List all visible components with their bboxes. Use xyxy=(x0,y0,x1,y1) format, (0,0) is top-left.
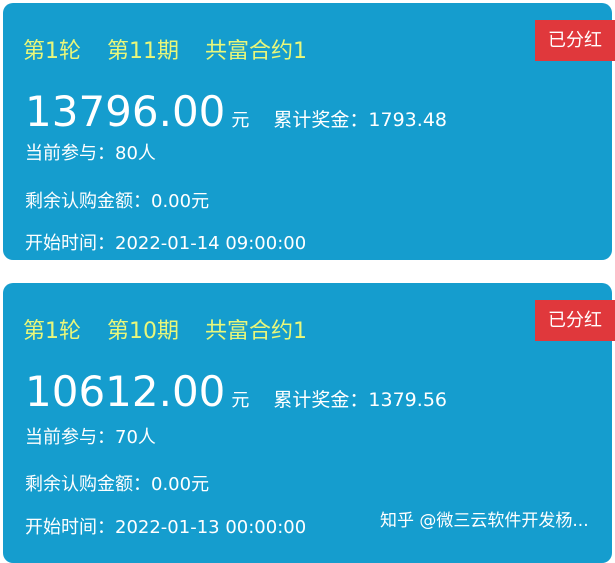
period: 第11期 xyxy=(107,39,179,64)
card-title: 第1轮 第11期 共富合约1 xyxy=(23,33,333,65)
total-label: 累计奖金： xyxy=(273,389,369,411)
round: 第1轮 xyxy=(23,319,81,344)
start-time: 开始时间：2022-01-13 00:00:00 xyxy=(25,517,307,538)
status-badge: 已分红 xyxy=(535,20,615,61)
contract-name: 共富合约1 xyxy=(205,39,307,64)
remaining-amount: 剩余认购金额：0.00元 xyxy=(25,191,210,212)
participants: 当前参与：70人 xyxy=(25,427,156,448)
period-card[interactable]: 第1轮 第11期 共富合约1 已分红 13796.00 元 累计奖金：1793.48 当… xyxy=(3,3,615,260)
contract-name: 共富合约1 xyxy=(205,319,307,344)
amount: 13796.00 元 累计奖金：1793.48 xyxy=(25,88,447,145)
period-card[interactable]: 第1轮 第10期 共富合约1 已分红 10612.00 元 累计奖金：1379.56 当… xyxy=(3,283,615,563)
total-value: 1793.48 xyxy=(368,109,447,131)
amount-unit: 元 xyxy=(231,110,250,131)
card-title: 第1轮 第10期 共富合约1 xyxy=(23,313,333,345)
participants: 当前参与：80人 xyxy=(25,143,156,164)
amount-value: 13796.00 xyxy=(25,87,226,136)
watermark: 知乎 @微三云软件开发杨... xyxy=(380,511,589,531)
total-value: 1379.56 xyxy=(368,389,447,411)
amount: 10612.00 元 累计奖金：1379.56 xyxy=(25,368,447,425)
period: 第10期 xyxy=(107,319,179,344)
start-time: 开始时间：2022-01-14 09:00:00 xyxy=(25,233,307,254)
status-badge: 已分红 xyxy=(535,300,615,341)
total-label: 累计奖金： xyxy=(273,109,369,131)
amount-value: 10612.00 xyxy=(25,367,226,416)
round: 第1轮 xyxy=(23,39,81,64)
remaining-amount: 剩余认购金额：0.00元 xyxy=(25,474,210,495)
amount-unit: 元 xyxy=(231,390,250,411)
